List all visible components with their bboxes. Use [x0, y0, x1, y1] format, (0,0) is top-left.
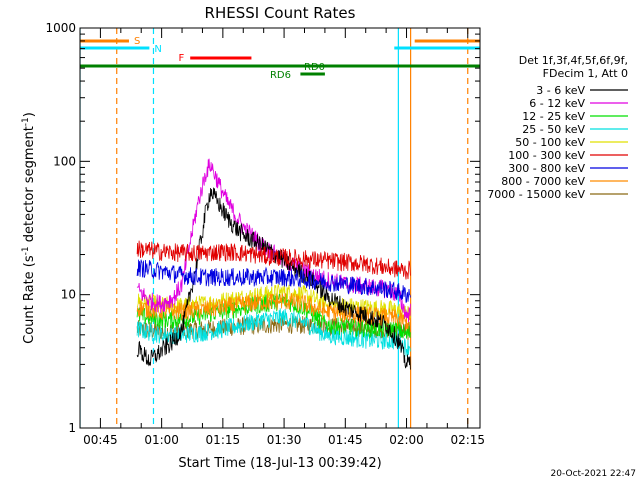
- legend-label: 25 - 50 keV: [522, 123, 585, 136]
- x-tick-label: 02:15: [450, 433, 485, 447]
- axes: 1 10 100 1000 00:45 01:00 01:15 01:30 01:45 02:00…: [45, 21, 485, 447]
- y-tick-label: 1000: [45, 21, 76, 35]
- series-line-3-6kev: [136, 187, 411, 370]
- legend-label: 300 - 800 keV: [508, 162, 585, 175]
- x-tick-label: 01:45: [328, 433, 363, 447]
- series-line-300-800kev: [136, 259, 411, 303]
- rd6-label: RD6: [270, 70, 291, 81]
- legend: Det 1f,3f,4f,5f,6f,9f,FDecim 1, Att 0 3 -…: [487, 54, 628, 201]
- flare-label: F: [178, 53, 184, 64]
- y-axis-label-sup1: -1: [21, 246, 31, 255]
- y-axis-label-mid: detector segment: [22, 126, 37, 246]
- footer-timestamp: 20-Oct-2021 22:47: [551, 469, 636, 479]
- legend-label: 6 - 12 keV: [529, 97, 585, 110]
- chart-title: RHESSI Count Rates: [205, 4, 356, 22]
- legend-label: 100 - 300 keV: [508, 149, 585, 162]
- legend-label: 7000 - 15000 keV: [487, 188, 585, 201]
- x-tick-label: 01:00: [144, 433, 179, 447]
- night-label: N: [154, 44, 161, 55]
- saa-label: S: [134, 36, 140, 47]
- series-line-100-300kev: [136, 240, 411, 280]
- legend-label: 3 - 6 keV: [536, 84, 585, 97]
- y-tick-label: 100: [53, 154, 76, 168]
- x-tick-label: 00:45: [83, 433, 118, 447]
- x-tick-label: 01:30: [267, 433, 302, 447]
- y-axis-label-main: Count Rate (s: [22, 255, 37, 344]
- y-axis-label: Count Rate (s-1 detector segment-1): [21, 112, 37, 344]
- y-tick-label: 1: [68, 421, 76, 435]
- x-axis-label: Start Time (18-Jul-13 00:39:42): [178, 456, 381, 471]
- plot-frame: [79, 27, 481, 429]
- annotation-layer: S N F RD0 RD6: [80, 36, 480, 81]
- legend-label: 12 - 25 keV: [522, 110, 585, 123]
- x-tick-label: 02:00: [389, 433, 424, 447]
- x-tick-label: 01:15: [206, 433, 241, 447]
- legend-header-line: FDecim 1, Att 0: [543, 67, 628, 80]
- plot-area: [80, 28, 469, 428]
- y-axis-label-end: ): [22, 112, 37, 117]
- legend-label: 800 - 7000 keV: [501, 175, 585, 188]
- legend-label: 50 - 100 keV: [515, 136, 585, 149]
- y-axis-label-sup2: -1: [21, 117, 31, 126]
- y-tick-label: 10: [61, 288, 76, 302]
- rd0-label: RD0: [304, 62, 325, 73]
- legend-header-line: Det 1f,3f,4f,5f,6f,9f,: [519, 54, 628, 67]
